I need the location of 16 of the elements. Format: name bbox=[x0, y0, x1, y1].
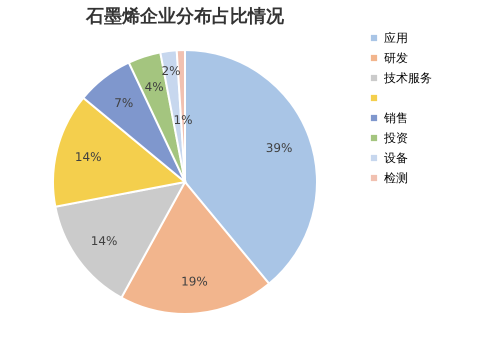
legend-label: 设备 bbox=[384, 151, 408, 165]
data-label: 14% bbox=[74, 150, 102, 164]
data-label: 19% bbox=[181, 274, 208, 289]
legend-label: 投资 bbox=[383, 131, 408, 145]
legend-label: 检测 bbox=[384, 171, 408, 185]
legend-label: 技术服务 bbox=[383, 71, 432, 85]
legend-label: 销售 bbox=[383, 111, 408, 125]
data-label: 39% bbox=[266, 141, 292, 156]
data-label: 7% bbox=[114, 96, 134, 110]
data-label: 14% bbox=[90, 234, 118, 248]
legend-label: 研发 bbox=[384, 51, 408, 65]
data-label: 1% bbox=[174, 113, 193, 128]
data-label: 2% bbox=[161, 64, 180, 78]
chart-title: 石墨烯企业分布占比情况 bbox=[85, 6, 285, 27]
data-label: 4% bbox=[144, 80, 164, 94]
legend-label: 应用 bbox=[384, 31, 408, 45]
